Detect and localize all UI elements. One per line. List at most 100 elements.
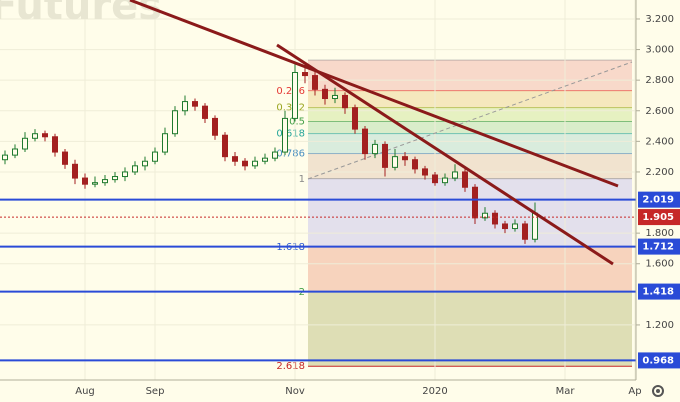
candle-body	[302, 72, 308, 77]
candle-body	[212, 117, 218, 136]
y-tick-label: 2.400	[645, 136, 674, 147]
candle-body	[72, 163, 78, 179]
price-label: 1.712	[642, 242, 674, 253]
candle-body	[22, 137, 28, 150]
fib-band	[308, 121, 632, 134]
candle-body	[512, 223, 518, 230]
x-tick-label: Aug	[75, 386, 95, 397]
x-tick-label: Mar	[556, 386, 576, 397]
trend-line	[129, 0, 619, 188]
settings-icon[interactable]	[652, 385, 664, 397]
candle-body	[42, 133, 48, 138]
fib-label: 0.382	[276, 103, 305, 114]
gear[interactable]	[652, 385, 664, 397]
candle-body	[342, 94, 348, 109]
candle-body	[132, 165, 138, 173]
candle-body	[162, 133, 168, 153]
fib-band	[308, 178, 632, 247]
price-label: 1.905	[642, 212, 674, 223]
candle-body	[262, 157, 268, 162]
candle-body	[232, 156, 238, 162]
candle-body	[222, 134, 228, 158]
fib-band	[308, 90, 632, 108]
fib-label: 2.618	[276, 361, 305, 372]
fib-band	[308, 133, 632, 154]
y-tick-label: 1.600	[645, 259, 674, 270]
candle-body	[362, 128, 368, 155]
candle-body	[392, 156, 398, 168]
candle-body	[492, 212, 498, 225]
fib-band	[308, 292, 632, 367]
price-label: 0.968	[642, 355, 674, 366]
candle-body	[462, 171, 468, 188]
candle-body	[482, 212, 488, 219]
candle-body	[382, 143, 388, 168]
trend-line	[276, 43, 614, 266]
fib-label: 0.5	[289, 116, 305, 127]
y-tick-label: 2.800	[645, 75, 674, 86]
candle-body	[452, 171, 458, 179]
fib-band	[308, 60, 632, 91]
candle-body	[312, 75, 318, 90]
candle-body	[62, 151, 68, 165]
y-tick-label: 3.200	[645, 14, 674, 25]
x-tick-label: Nov	[285, 386, 305, 397]
candle-body	[322, 88, 328, 100]
price-lines: 2.019 1.905 1.712 1.418 0.968	[0, 191, 680, 369]
y-tick-label: 1.800	[645, 228, 674, 239]
candle-body	[502, 223, 508, 230]
candle-body	[412, 159, 418, 170]
fib-diagonal	[307, 61, 633, 180]
fib-band	[308, 153, 632, 179]
fib-label: 0.786	[276, 149, 305, 160]
watermark: Futures	[0, 0, 162, 29]
candle-body	[192, 101, 198, 107]
x-tick-label: 2020	[422, 386, 447, 397]
gear-center	[656, 389, 660, 393]
candle-body	[102, 179, 108, 184]
candle-body	[372, 143, 378, 155]
candle-body	[12, 148, 18, 156]
candle-body	[82, 177, 88, 185]
y-tick-label: 2.200	[645, 167, 674, 178]
fib-label: 0.618	[276, 129, 305, 140]
candle-body	[332, 94, 338, 100]
candle-body	[402, 156, 408, 161]
axis-labels: 1.200 1.600 1.800 2.200 2.400 2.600 2.800 3.000…	[75, 14, 674, 397]
candle-body	[442, 177, 448, 184]
fib-band	[308, 246, 632, 293]
candle-body	[422, 168, 428, 176]
candle-body	[252, 160, 258, 167]
candle-body	[242, 160, 248, 167]
fib-label: 1	[299, 174, 305, 185]
candle-body	[92, 182, 98, 185]
candle-body	[172, 110, 178, 135]
price-label-box	[638, 238, 680, 255]
price-label-box	[638, 352, 680, 369]
candle-body	[2, 154, 8, 161]
price-label-box	[638, 283, 680, 300]
y-tick-label: 1.200	[645, 320, 674, 331]
price-label: 1.418	[642, 287, 674, 298]
candle-body	[32, 133, 38, 139]
price-label-box	[638, 209, 680, 226]
x-tick-label: Sep	[146, 386, 165, 397]
candle-body	[52, 136, 58, 153]
grid	[0, 0, 636, 380]
candle-body	[142, 160, 148, 167]
price-label-box	[638, 191, 680, 208]
candle-body	[352, 107, 358, 130]
price-label: 2.019	[642, 195, 674, 206]
x-tick-label: Ap	[628, 386, 641, 397]
candle-body	[152, 151, 158, 162]
fib-label: 0.236	[276, 86, 305, 97]
candle-body	[182, 101, 188, 112]
candle-body	[432, 174, 438, 184]
candle-body	[292, 72, 298, 119]
y-tick-label: 3.000	[645, 45, 674, 56]
candle-body	[202, 105, 208, 119]
candle-body	[522, 223, 528, 240]
candle-body	[122, 171, 128, 178]
